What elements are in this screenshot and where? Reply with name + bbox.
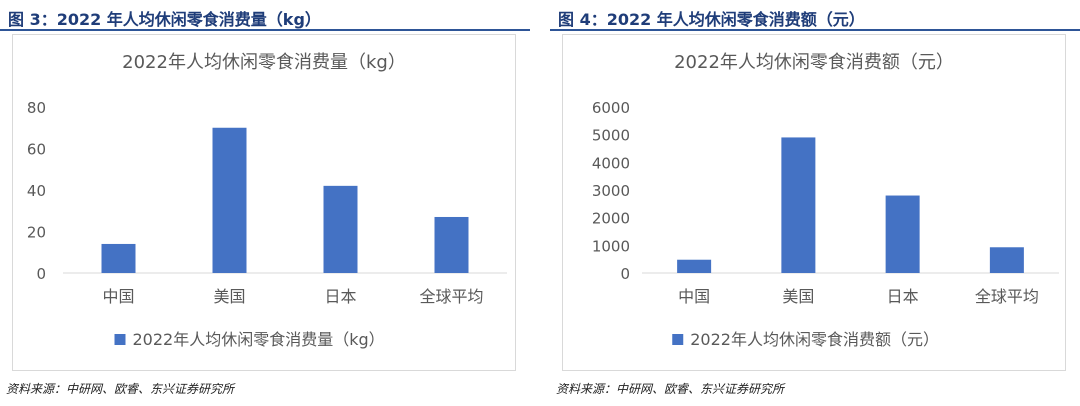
bar <box>781 137 816 273</box>
figure-3-chart: 2022年人均休闲零食消费量（kg） 0 20 40 60 80 中国 美国 日本 全球平均 202… <box>12 34 516 371</box>
figure-4-title-rule <box>550 29 1080 31</box>
y-tick-label: 4000 <box>592 154 630 172</box>
figure-3-panel: 图 3：2022 年人均休闲零食消费量（kg） 2022年人均休闲零食消费量（k… <box>0 0 530 406</box>
y-tick-label: 3000 <box>592 182 630 200</box>
y-tick-label: 5000 <box>592 127 630 145</box>
chart-title: 2022年人均休闲零食消费量（kg） <box>122 52 406 73</box>
x-tick-label: 日本 <box>324 287 356 306</box>
y-tick-label: 80 <box>27 99 46 117</box>
x-tick-label: 全球平均 <box>419 287 483 306</box>
x-tick-label: 日本 <box>887 287 919 306</box>
x-tick-label: 中国 <box>102 287 134 306</box>
bar <box>101 243 136 273</box>
figure-4-chart: 2022年人均休闲零食消费额（元） 0 1000 2000 3000 4000 5000 60… <box>562 34 1066 371</box>
y-tick-label: 0 <box>620 265 630 283</box>
bar <box>212 127 247 273</box>
y-tick-label: 6000 <box>592 99 630 117</box>
bar <box>677 259 712 273</box>
chart-title: 2022年人均休闲零食消费额（元） <box>674 52 954 73</box>
x-tick-label: 全球平均 <box>975 287 1039 306</box>
figure-4-chart-svg: 2022年人均休闲零食消费额（元） 0 1000 2000 3000 4000 5000 60… <box>592 52 1059 349</box>
x-tick-label: 美国 <box>213 287 245 306</box>
y-tick-label: 40 <box>27 182 46 200</box>
figure-4-panel: 图 4：2022 年人均休闲零食消费额（元） 2022年人均休闲零食消费额（元）… <box>550 0 1080 406</box>
y-tick-label: 2000 <box>592 210 630 228</box>
y-tick-label: 0 <box>36 265 46 283</box>
figure-3-source: 资料来源：中研网、欧睿、东兴证券研究所 <box>6 382 235 396</box>
x-tick-label: 中国 <box>678 287 710 306</box>
y-tick-label: 1000 <box>592 237 630 255</box>
bar <box>434 216 469 273</box>
bar <box>989 247 1024 273</box>
figure-3-chart-svg: 2022年人均休闲零食消费量（kg） 0 20 40 60 80 中国 美国 日本 全球平均 202… <box>27 52 507 349</box>
figure-4-title: 图 4：2022 年人均休闲零食消费额（元） <box>558 10 865 29</box>
bar <box>323 185 358 273</box>
legend-swatch <box>114 334 126 345</box>
bar <box>885 195 920 273</box>
legend-label: 2022年人均休闲零食消费额（元） <box>690 330 939 349</box>
legend-swatch <box>672 334 684 345</box>
figure-4-source: 资料来源：中研网、欧睿、东兴证券研究所 <box>556 382 785 396</box>
figure-3-title: 图 3：2022 年人均休闲零食消费量（kg） <box>8 10 321 29</box>
x-tick-label: 美国 <box>782 287 814 306</box>
y-tick-label: 60 <box>27 141 46 159</box>
legend-label: 2022年人均休闲零食消费量（kg） <box>133 330 385 349</box>
y-tick-label: 20 <box>27 224 46 242</box>
figure-3-title-rule <box>0 29 530 31</box>
